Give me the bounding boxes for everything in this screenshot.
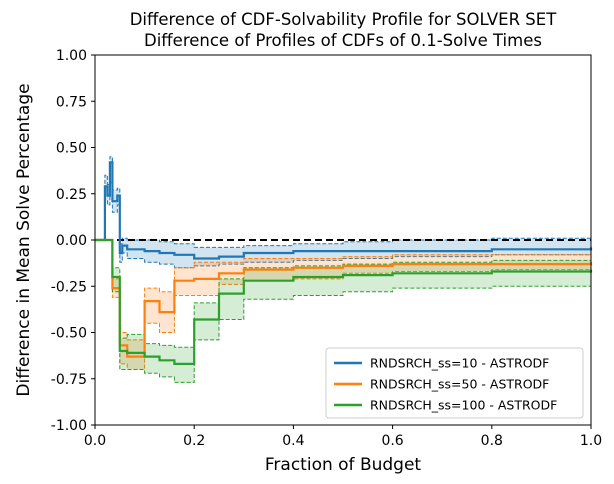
series-line-2 <box>95 238 593 358</box>
legend-label-3: RNDSRCH_ss=100 - ASTRODF <box>370 398 557 413</box>
series-line-3 <box>95 238 593 365</box>
upper-bound-line-3 <box>95 239 592 348</box>
x-tick-label: 0.2 <box>183 433 205 449</box>
legend: RNDSRCH_ss=10 - ASTRODF RNDSRCH_ss=50 - A… <box>325 347 584 419</box>
lower-bound-line-3 <box>95 239 592 383</box>
x-axis-ticks: 0.0 0.2 0.4 0.6 0.8 1.0 <box>84 425 602 449</box>
series-lines <box>95 161 593 365</box>
legend-label-1: RNDSRCH_ss=10 - ASTRODF <box>370 356 549 371</box>
legend-label-2: RNDSRCH_ss=50 - ASTRODF <box>370 377 549 392</box>
y-tick-label: -1.00 <box>51 418 87 434</box>
y-tick-label: 0.75 <box>56 94 87 110</box>
x-tick-label: 0.6 <box>381 433 403 449</box>
y-tick-label: 0.25 <box>56 187 87 203</box>
x-axis-label: Fraction of Budget <box>265 455 422 475</box>
x-tick-label: 0.0 <box>84 433 106 449</box>
upper-bound-line-1 <box>95 156 591 248</box>
confidence-band-1 <box>95 156 591 268</box>
chart-subtitle: Difference of Profiles of CDFs of 0.1-So… <box>144 31 542 50</box>
confidence-band-3 <box>95 240 591 383</box>
y-tick-label: -0.25 <box>51 279 87 295</box>
x-tick-label: 0.4 <box>282 433 304 449</box>
x-tick-label: 0.8 <box>481 433 503 449</box>
y-axis-label: Difference in Mean Solve Percentage <box>14 83 34 396</box>
y-tick-label: 0.00 <box>56 233 87 249</box>
y-tick-label: 0.50 <box>56 141 87 157</box>
legend-box <box>325 347 584 419</box>
y-tick-label: 1.00 <box>56 48 87 64</box>
series-line-1 <box>95 161 593 260</box>
x-tick-label: 1.0 <box>580 433 602 449</box>
y-tick-label: -0.75 <box>51 372 87 388</box>
chart-title: Difference of CDF-Solvability Profile fo… <box>130 10 558 29</box>
y-tick-label: -0.50 <box>51 326 87 342</box>
y-axis-ticks: -1.00 -0.75 -0.50 -0.25 0.00 0.25 0.50 0.75 1.00 <box>51 48 95 434</box>
